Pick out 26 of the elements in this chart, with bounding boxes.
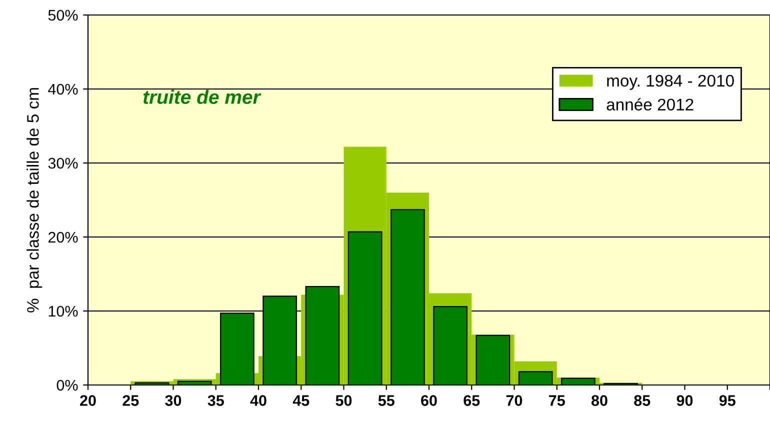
x-tick-label: 55 <box>378 395 394 406</box>
x-tick-label: 75 <box>549 395 565 406</box>
legend-label: moy. 1984 - 2010 <box>607 74 734 90</box>
x-tick-label: 80 <box>591 395 608 406</box>
x-tick-label: 65 <box>464 395 480 406</box>
x-tick-label: 20 <box>80 395 96 406</box>
y-tick-label: 10% <box>48 306 78 317</box>
y-tick-label: 40% <box>48 84 78 95</box>
x-tick-label: 95 <box>719 395 736 406</box>
x-tick-label: 70 <box>506 395 522 406</box>
x-tick-label: 90 <box>676 395 693 406</box>
x-tick-label: 50 <box>336 395 352 406</box>
y-tick-label: 50% <box>48 10 78 21</box>
annotation: truite de mer <box>143 90 262 104</box>
x-tick-label: 45 <box>292 395 310 406</box>
x-tick-label: 85 <box>634 395 650 406</box>
y-axis-title: % par classe de taille de 5 cm <box>26 88 42 312</box>
x-tick-label: 25 <box>122 395 139 406</box>
x-tick-label: 35 <box>208 395 224 406</box>
y-tick-label: 30% <box>48 158 78 169</box>
y-tick-label: 0% <box>56 380 78 391</box>
x-tick-label: 40 <box>250 395 266 406</box>
legend-label: année 2012 <box>606 98 694 111</box>
x-tick-label: 30 <box>165 395 182 406</box>
x-tick-label: 60 <box>421 395 437 406</box>
y-tick-label: 20% <box>48 232 78 243</box>
